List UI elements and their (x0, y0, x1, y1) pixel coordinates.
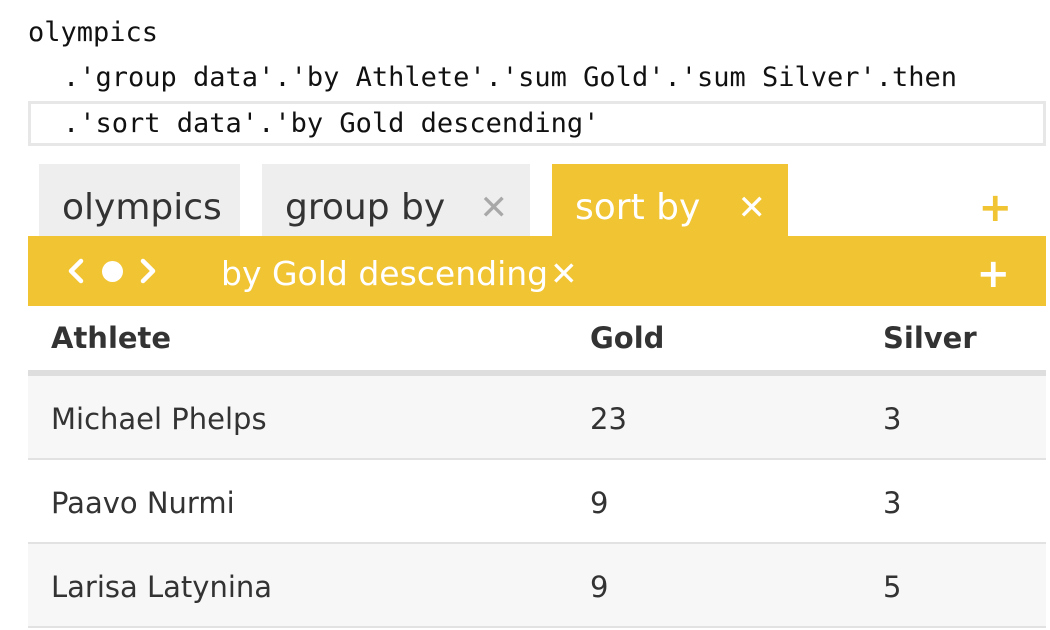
add-tab-button[interactable]: + (978, 185, 1012, 231)
next-step-button[interactable] (136, 236, 160, 306)
dot-icon (101, 260, 123, 282)
data-table: Athlete Gold Silver Michael Phelps 23 3 … (28, 306, 1046, 628)
table-row: Paavo Nurmi 9 3 (28, 460, 1046, 544)
table-cell: Paavo Nurmi (51, 486, 235, 520)
table-cell: 3 (883, 402, 902, 436)
code-line[interactable]: .'group data'.'by Athlete'.'sum Gold'.'s… (63, 62, 958, 93)
tab-olympics[interactable]: olympics (39, 164, 240, 236)
tab-group-by[interactable]: group by ✕ (262, 164, 530, 236)
current-step-button[interactable] (100, 236, 124, 306)
chevron-left-icon (68, 258, 84, 284)
close-icon[interactable]: ✕ (479, 188, 509, 228)
code-line-active[interactable]: .'sort data'.'by Gold descending' (28, 101, 1046, 146)
tab-strip: olympics group by ✕ sort by ✕ + (28, 164, 1046, 236)
table-row: Larisa Latynina 9 5 (28, 544, 1046, 628)
table-cell: 9 (590, 486, 609, 520)
chevron-right-icon (140, 258, 156, 284)
table-cell: 3 (883, 486, 902, 520)
tab-label: group by (285, 187, 446, 228)
tab-label: olympics (62, 187, 222, 228)
close-icon[interactable]: ✕ (737, 188, 767, 228)
table-cell: Michael Phelps (51, 402, 267, 436)
step-bar: by Gold descending ✕ + (28, 236, 1046, 306)
step-navigation (64, 236, 160, 306)
column-header-gold[interactable]: Gold (590, 321, 665, 355)
close-icon[interactable]: ✕ (550, 254, 578, 293)
tab-label: sort by (575, 187, 701, 228)
column-header-silver[interactable]: Silver (883, 321, 977, 355)
table-row: Michael Phelps 23 3 (28, 376, 1046, 460)
table-cell: 9 (590, 570, 609, 604)
previous-step-button[interactable] (64, 236, 88, 306)
table-cell: 23 (590, 402, 627, 436)
code-editor[interactable]: olympics .'group data'.'by Athlete'.'sum… (28, 10, 1046, 146)
code-line[interactable]: olympics (28, 17, 159, 48)
tab-sort-by[interactable]: sort by ✕ (552, 164, 788, 236)
table-cell: Larisa Latynina (51, 570, 273, 604)
add-step-button[interactable]: + (976, 251, 1010, 297)
table-header: Athlete Gold Silver (28, 306, 1046, 376)
step-label[interactable]: by Gold descending (221, 254, 549, 293)
table-cell: 5 (883, 570, 902, 604)
column-header-athlete[interactable]: Athlete (51, 321, 172, 355)
